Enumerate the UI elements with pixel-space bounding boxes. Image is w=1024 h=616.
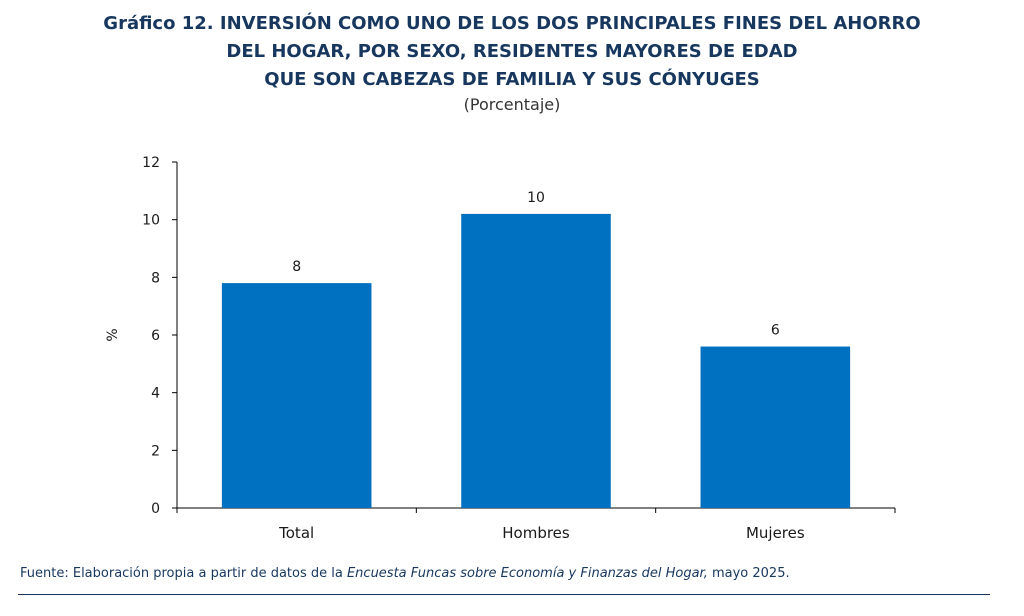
bar <box>221 283 372 508</box>
bar <box>700 346 851 508</box>
y-tick-label: 2 <box>151 443 160 459</box>
source-prefix: Fuente: Elaboración propia a partir de d… <box>20 566 347 581</box>
data-label: 6 <box>771 323 780 339</box>
category-label: Total <box>278 524 314 542</box>
source-note: Fuente: Elaboración propia a partir de d… <box>20 566 790 581</box>
y-tick-label: 4 <box>151 386 160 402</box>
bar <box>461 213 611 508</box>
chart-title-line-2: DEL HOGAR, POR SEXO, RESIDENTES MAYORES … <box>226 41 798 62</box>
chart-subtitle: (Porcentaje) <box>463 95 561 114</box>
chart-title-line-3: QUE SON CABEZAS DE FAMILIA Y SUS CÓNYUGE… <box>264 69 760 90</box>
category-label: Hombres <box>502 524 570 542</box>
y-tick-label: 10 <box>142 213 160 229</box>
source-survey-name: Encuesta Funcas sobre Economía y Finanza… <box>346 566 708 581</box>
data-label: 10 <box>527 190 545 206</box>
chart-title-line-1: Gráfico 12. INVERSIÓN COMO UNO DE LOS DO… <box>103 13 921 34</box>
data-label: 8 <box>292 259 301 275</box>
footer-rule <box>18 594 990 595</box>
source-suffix: mayo 2025. <box>707 566 790 581</box>
y-tick-label: 0 <box>151 501 160 517</box>
y-axis-label: % <box>105 328 121 341</box>
bar-chart: 0 2 4 6 8 10 12% 8 Total 10 Hombres 6 Mujeres <box>105 155 896 542</box>
y-tick-label: 12 <box>142 155 160 171</box>
category-label: Mujeres <box>746 524 805 542</box>
y-tick-label: 6 <box>151 328 160 344</box>
y-tick-label: 8 <box>151 270 160 286</box>
